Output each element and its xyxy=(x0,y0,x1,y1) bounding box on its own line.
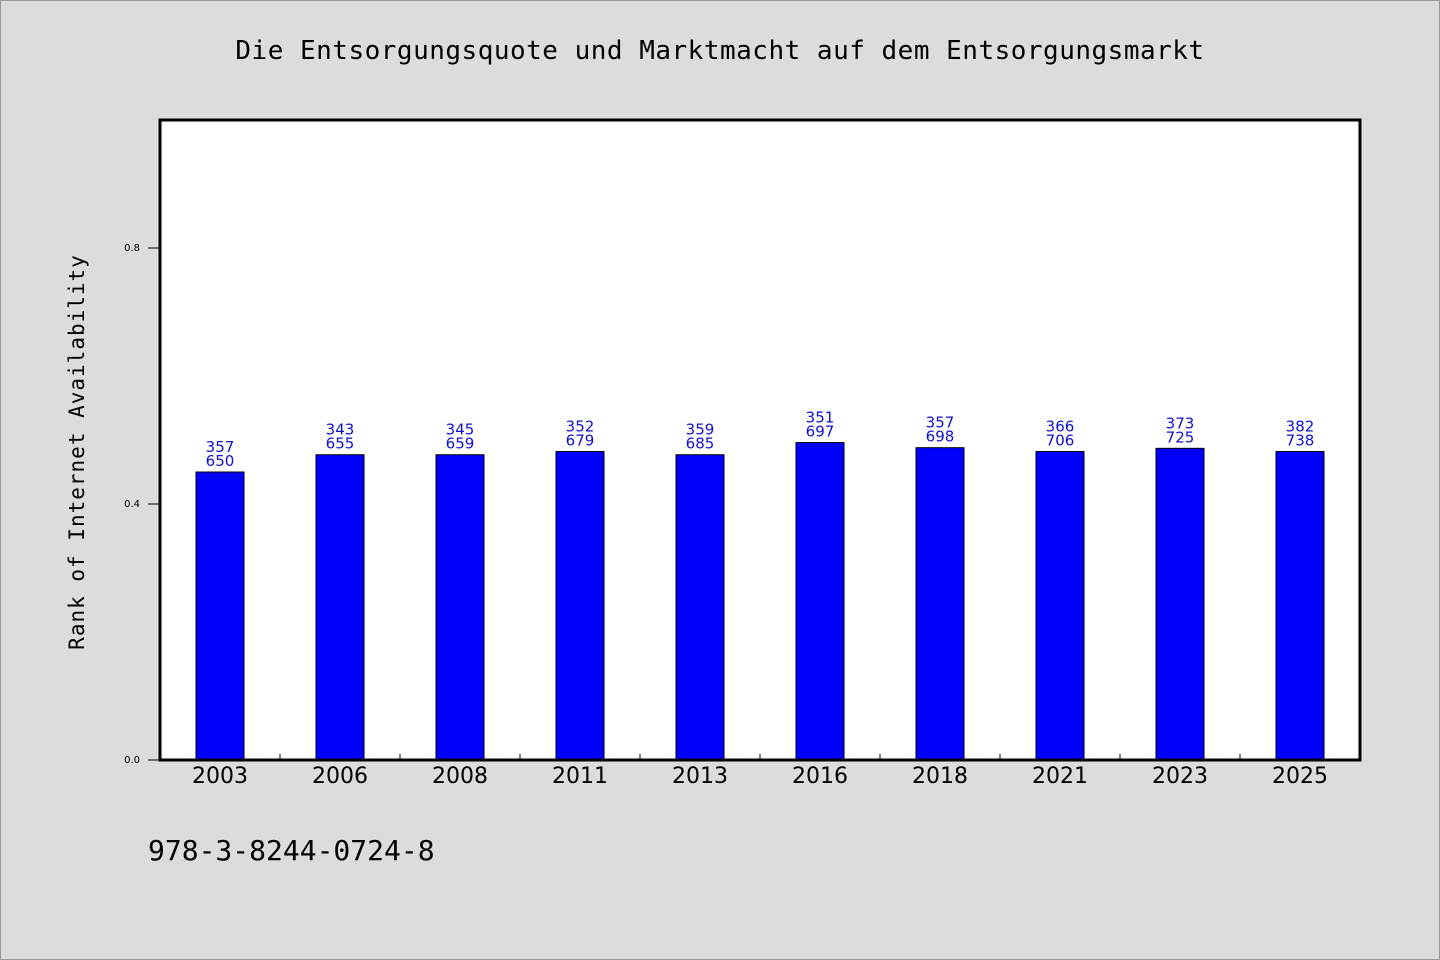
bar-label-top: 345 xyxy=(446,421,475,439)
bar-label-top: 357 xyxy=(206,438,235,456)
y-tick-label: 0.0 xyxy=(124,755,140,766)
y-tick-label: 0.4 xyxy=(124,499,140,510)
bar-label-bottom: 725 xyxy=(1166,428,1195,446)
x-tick-label: 2008 xyxy=(432,764,488,789)
bar-label-bottom: 685 xyxy=(686,435,715,453)
bar-label-bottom: 738 xyxy=(1286,432,1315,450)
bar-label-top: 351 xyxy=(806,409,835,427)
bar-label-top: 359 xyxy=(686,421,715,439)
x-tick-label: 2011 xyxy=(552,764,608,789)
bar-label-bottom: 655 xyxy=(326,435,355,453)
bar-label-bottom: 679 xyxy=(566,432,595,450)
bar-label-top: 366 xyxy=(1046,418,1075,436)
bar xyxy=(1035,451,1085,761)
x-tick-label: 2013 xyxy=(672,764,728,789)
x-tick-label: 2025 xyxy=(1272,764,1328,789)
bar xyxy=(555,451,605,761)
bar xyxy=(795,442,845,761)
bar xyxy=(1275,451,1325,761)
x-tick-label: 2016 xyxy=(792,764,848,789)
bar-label-bottom: 650 xyxy=(206,452,235,470)
bar xyxy=(915,447,965,761)
x-tick-label: 2006 xyxy=(312,764,368,789)
isbn-text: 978-3-8244-0724-8 xyxy=(148,834,435,867)
bar-label-top: 382 xyxy=(1286,418,1315,436)
bar xyxy=(195,471,245,761)
x-tick-label: 2021 xyxy=(1032,764,1088,789)
bar-label-top: 373 xyxy=(1166,414,1195,432)
bar xyxy=(675,454,725,761)
bar xyxy=(315,454,365,761)
bar-label-top: 352 xyxy=(566,418,595,436)
y-tick-label: 0.8 xyxy=(124,243,140,254)
bar xyxy=(1155,447,1205,761)
bar-label-top: 357 xyxy=(926,414,955,432)
chart-title: Die Entsorgungsquote und Marktmacht auf … xyxy=(235,36,1205,66)
x-tick-label: 2018 xyxy=(912,764,968,789)
bar-label-bottom: 698 xyxy=(926,428,955,446)
plot-frame xyxy=(158,118,1362,762)
bar-label-bottom: 659 xyxy=(446,435,475,453)
x-tick-label: 2023 xyxy=(1152,764,1208,789)
bar-label-bottom: 706 xyxy=(1046,432,1075,450)
bar-label-top: 343 xyxy=(326,421,355,439)
x-tick-label: 2003 xyxy=(192,764,248,789)
bar xyxy=(435,454,485,761)
bar-label-bottom: 697 xyxy=(806,423,835,441)
